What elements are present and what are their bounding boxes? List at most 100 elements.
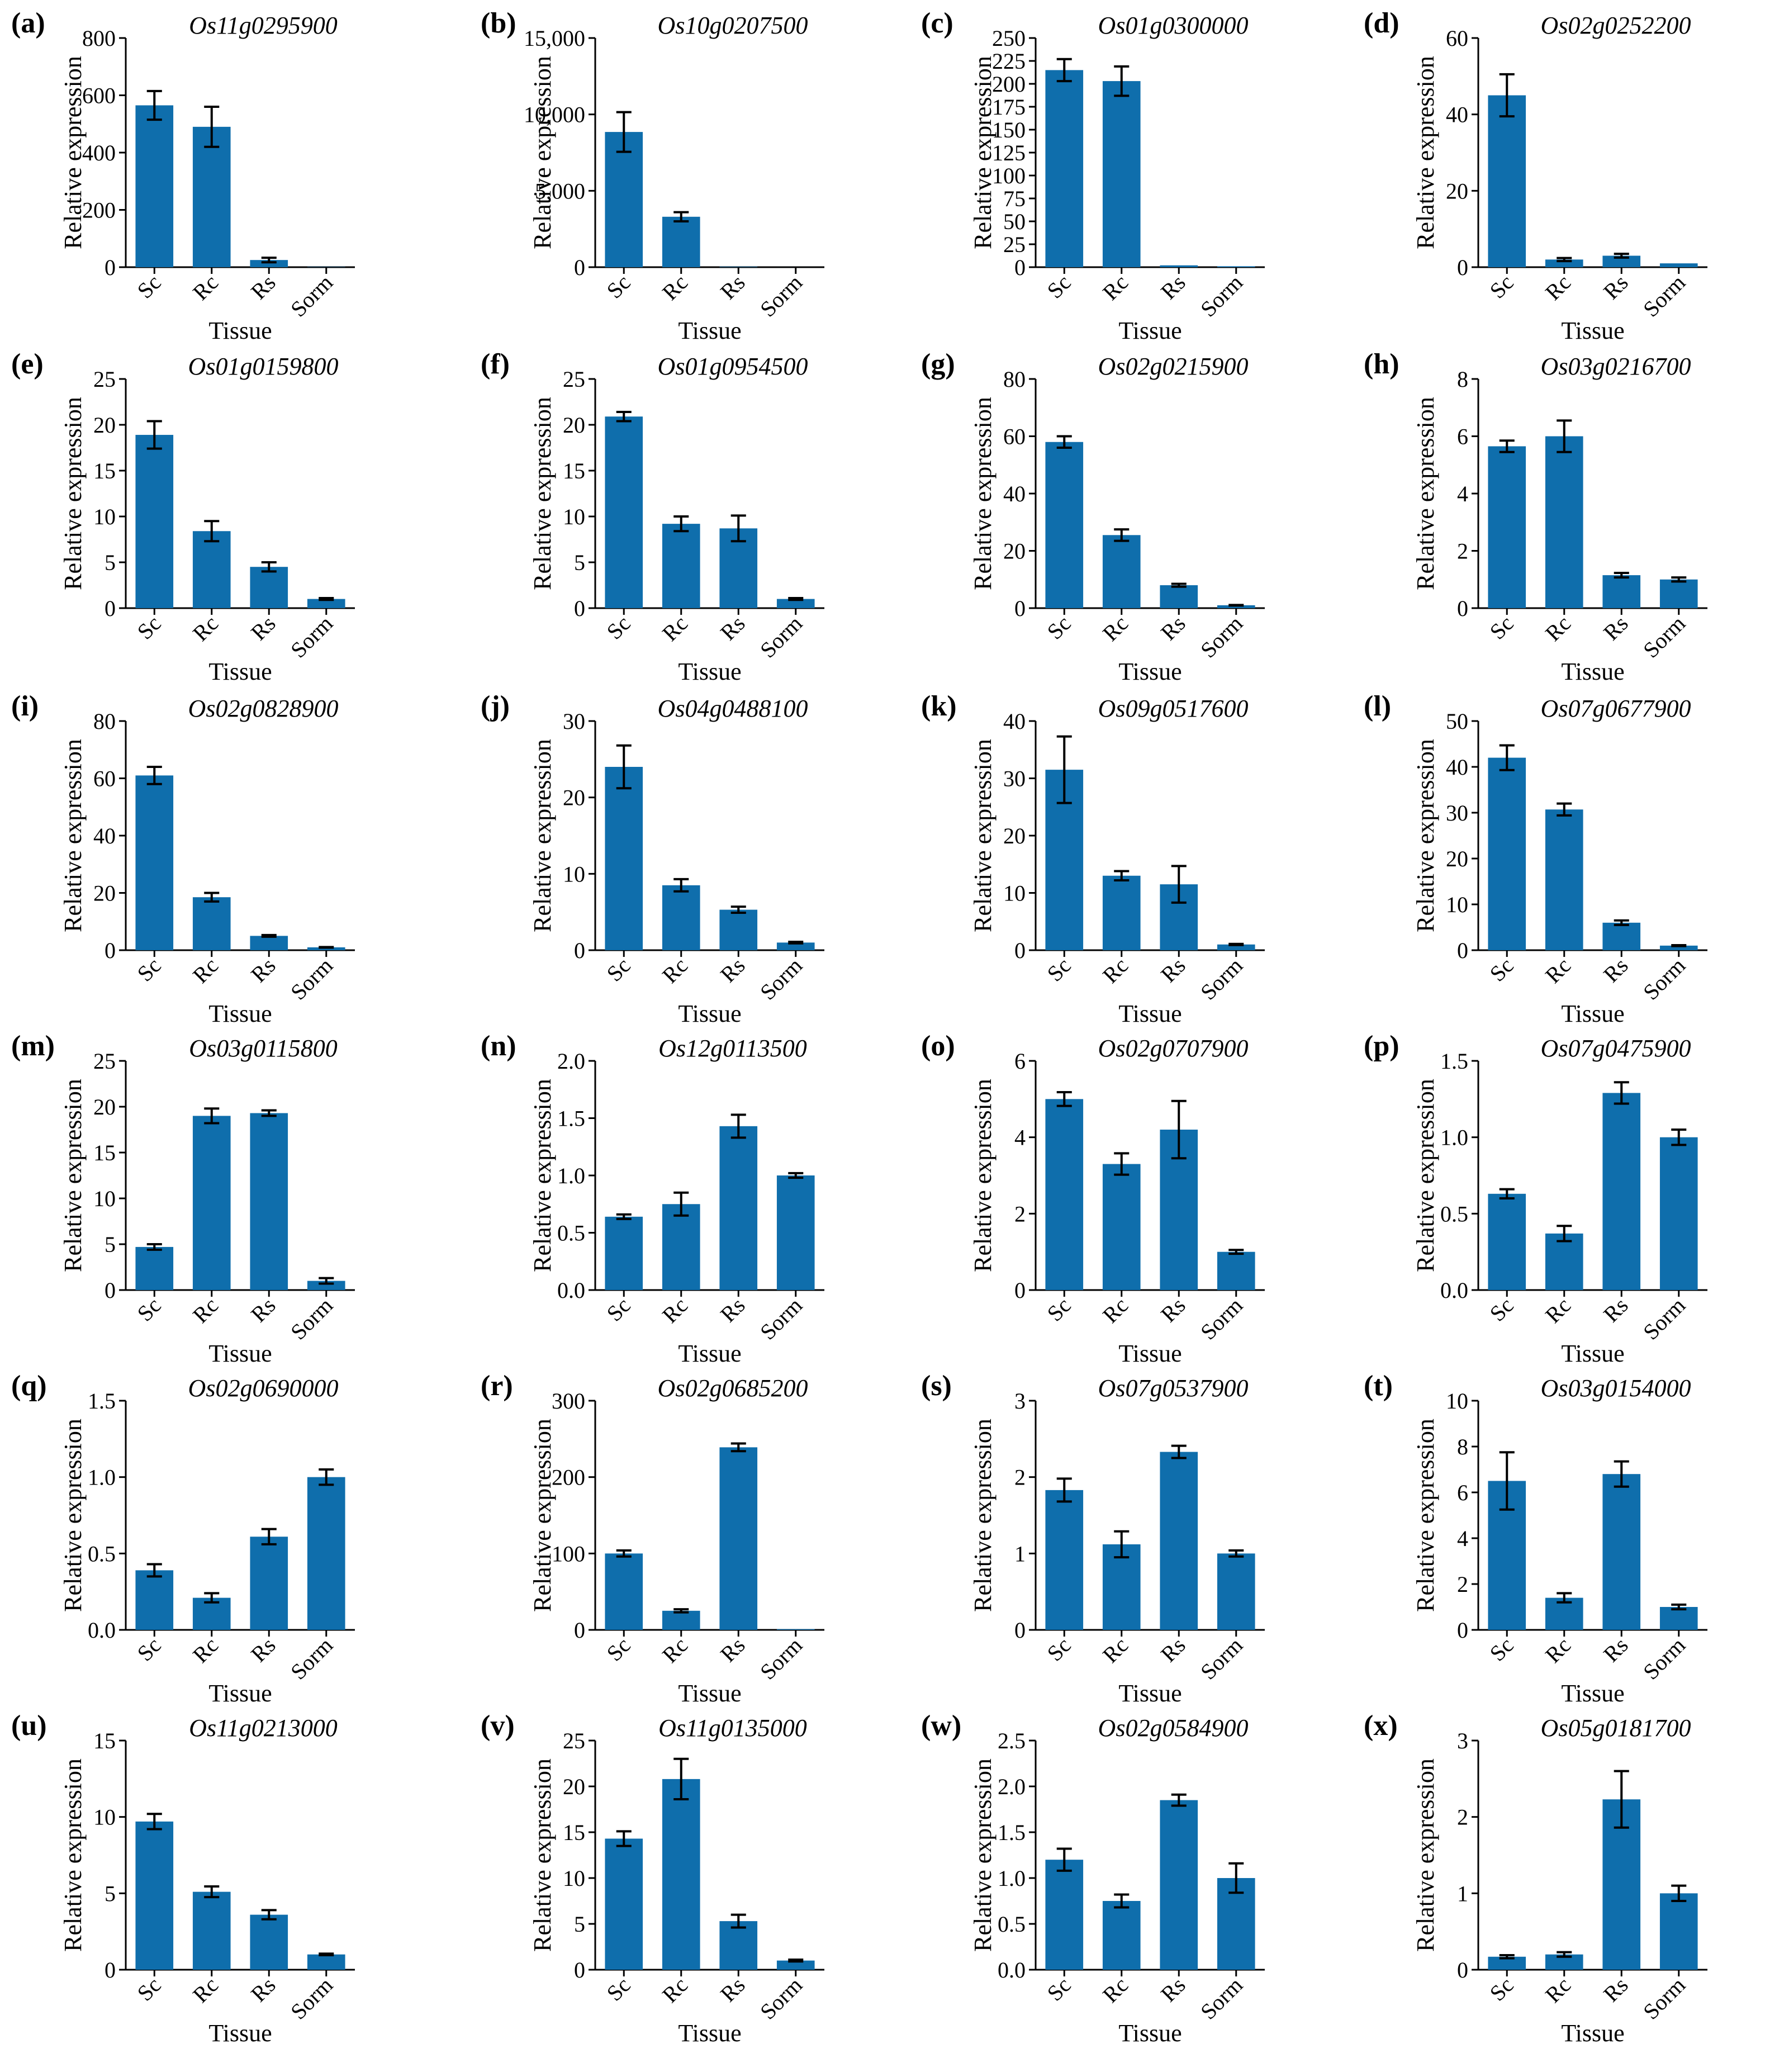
error-bar-rs [730,905,746,914]
x-axis-label: Tissue [208,2019,272,2047]
chart-panel: (f) Os01g0954500 Relative expression 0 5 10 15… [481,348,824,685]
panel-label: (q) [11,1370,47,1402]
x-tick-label: Sc [1042,270,1076,304]
panel-label: (i) [11,690,39,722]
y-tick-label: 20 [93,881,116,906]
bar-sorm [1659,945,1698,950]
y-tick-label: 1.5 [557,1106,585,1131]
bar-rc [192,126,231,267]
error-bar-rc [1114,1530,1130,1559]
chart-title: Os02g0828900 [188,695,339,722]
chart-title: Os01g0300000 [1098,12,1249,39]
y-tick-label: 2.0 [557,1049,585,1074]
y-tick-label: 2 [1457,539,1468,564]
y-axis-label: Relative expression [1412,397,1439,590]
error-bar-sorm [319,1277,334,1285]
y-tick-label: 40 [1446,102,1468,127]
bar-rs [250,567,288,608]
error-bar-rs [730,1442,746,1453]
x-tick-label: Sc [1042,1293,1076,1326]
y-tick-label: 0 [1014,1618,1026,1643]
y-tick-label: 0 [574,596,585,621]
y-tick-label: 10 [1446,892,1468,917]
y-axis-label: Relative expression [59,1758,87,1952]
y-tick-label: 10 [93,1805,116,1830]
chart-title: Os02g0215900 [1098,353,1249,380]
panel-label: (x) [1364,1710,1398,1742]
y-tick-label: 1.5 [998,1820,1026,1845]
x-tick-label: Sorm [1638,1633,1690,1685]
y-tick-label: 10 [93,1186,116,1211]
panel-label: (m) [11,1030,55,1062]
error-bar-sc [1499,73,1515,118]
error-bar-rc [204,106,220,148]
y-tick-label: 30 [563,709,585,734]
x-tick-label: Rs [715,1973,750,2007]
y-tick-label: 100 [552,1541,585,1566]
x-tick-label: Rs [1156,270,1190,305]
y-tick-label: 50 [1003,209,1026,234]
bar-rs [1602,922,1641,950]
x-tick-label: Rc [1540,953,1576,988]
chart-title: Os03g0154000 [1541,1374,1691,1402]
bar-rc [1102,1901,1141,1970]
bar-rc [662,1779,700,1970]
x-tick-label: Sorm [1195,611,1247,663]
bar-sorm [307,599,345,608]
error-bar-rs [1171,582,1187,588]
y-tick-label: 0 [105,1957,116,1983]
error-bar-rs [261,561,277,573]
bar-rc [1102,81,1141,267]
chart-panel: (t) Os03g0154000 Relative expression 0 2 4 6 8 1… [1364,1370,1707,1707]
error-bar-sc [1499,1451,1515,1511]
y-tick-label: 15 [563,1820,585,1845]
error-bar-rs [261,257,277,264]
panel-label: (c) [921,7,953,39]
x-axis-label: Tissue [208,1340,272,1367]
bar-rs [250,1537,288,1630]
panel-label: (h) [1364,348,1399,380]
x-tick-label: Sorm [286,1293,338,1345]
chart-panel: (h) Os03g0216700 Relative expression 0 2 4 6 8 S… [1364,348,1707,685]
error-bar-sc [1499,1954,1515,1960]
x-axis-label: Tissue [678,1680,741,1707]
y-tick-label: 10 [563,504,585,529]
x-tick-label: Rs [246,953,281,988]
x-tick-label: Rc [1098,1293,1133,1328]
bar-sc [1045,1099,1084,1290]
error-bar-rs [730,514,746,543]
y-tick-label: 30 [1446,800,1468,826]
y-tick-label: 300 [552,1388,585,1414]
chart-panel: (i) Os02g0828900 Relative expression 0 20 40 6… [11,690,355,1027]
x-tick-label: Sorm [755,611,807,663]
y-tick-label: 20 [1003,539,1026,564]
x-tick-label: Rc [188,1633,223,1668]
bar-rs [250,1113,288,1290]
chart-panel: (j) Os04g0488100 Relative expression 0 10 20 3… [481,690,824,1027]
bar-sc [605,767,643,950]
y-axis-label: Relative expression [59,397,87,590]
x-tick-label: Sc [1485,953,1519,987]
x-axis-label: Tissue [1561,1340,1624,1367]
bar-sc [135,1246,174,1290]
y-tick-label: 15 [93,1728,116,1753]
y-tick-label: 3 [1457,1728,1468,1753]
bar-sorm [307,947,345,950]
x-tick-label: Rc [657,1973,692,2008]
error-bar-sorm [1671,943,1687,947]
x-axis-label: Tissue [1118,1680,1182,1707]
y-tick-label: 2 [1457,1805,1468,1830]
chart-title: Os07g0475900 [1541,1035,1691,1062]
bar-sorm [1659,579,1698,608]
y-tick-label: 30 [1003,766,1026,791]
x-tick-label: Rs [246,1293,281,1327]
chart-title: Os04g0488100 [658,695,808,722]
x-axis-label: Tissue [1118,2019,1182,2047]
chart-title: Os02g0685200 [658,1374,808,1402]
error-bar-sc [146,89,162,121]
bar-sorm [307,1281,345,1290]
y-tick-label: 40 [93,823,116,848]
error-bar-rc [673,878,689,893]
y-tick-label: 80 [93,709,116,734]
